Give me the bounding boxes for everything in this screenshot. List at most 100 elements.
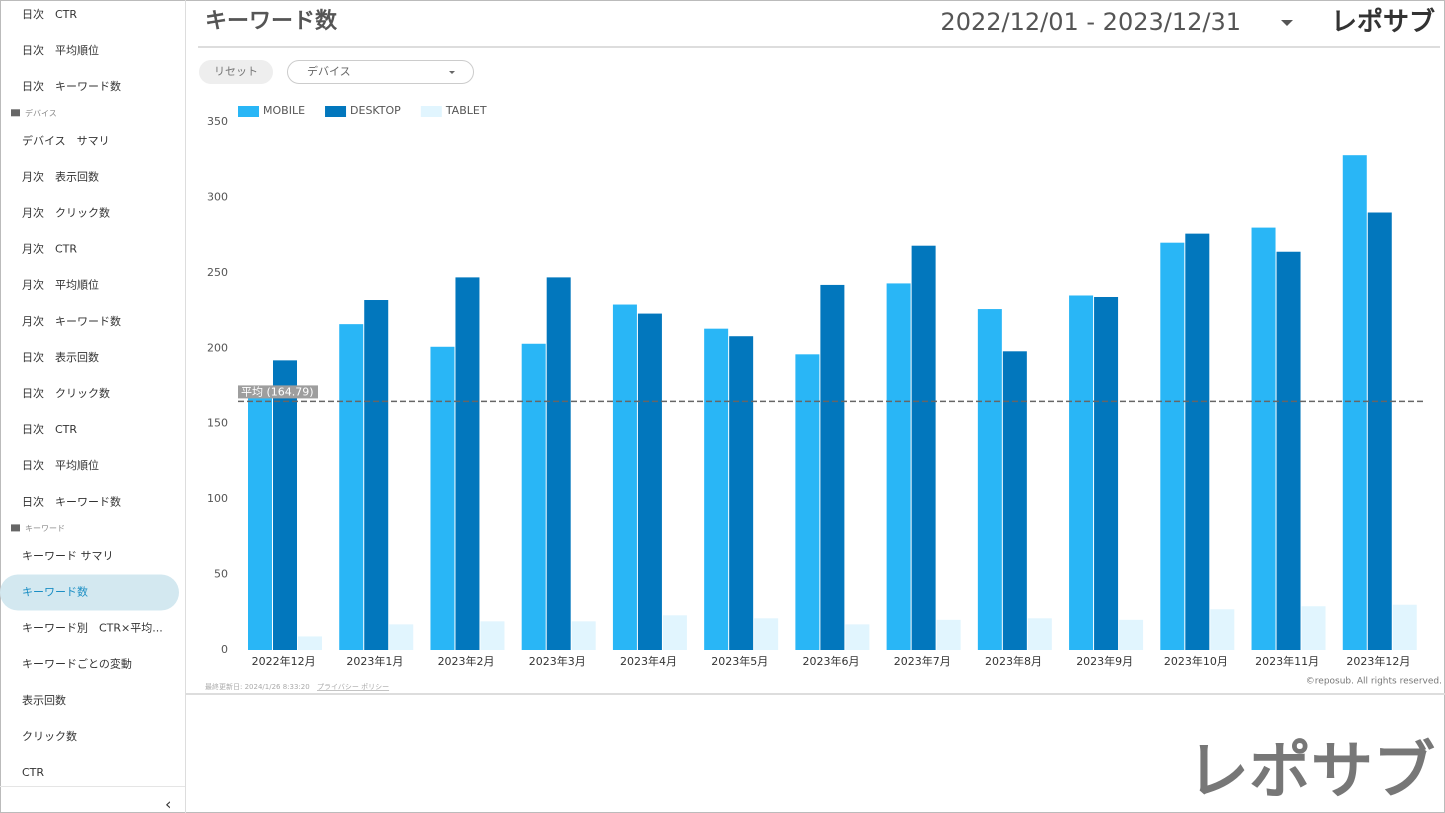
bar	[637, 313, 662, 650]
x-tick-label: 2023年12月	[1346, 654, 1410, 668]
sidebar-item[interactable]: 日次 キーワード数	[22, 494, 121, 508]
y-tick-label: 350	[207, 115, 228, 128]
sidebar-item[interactable]: 日次 CTR	[22, 7, 77, 21]
bar	[455, 277, 480, 650]
bar	[339, 324, 364, 650]
bar	[1027, 618, 1052, 650]
bar	[389, 624, 414, 650]
watermark-logo: レポサブ	[1187, 734, 1435, 807]
section-heading: キーワード	[25, 524, 65, 533]
bar	[1367, 212, 1392, 650]
copyright: ©reposub. All rights reserved.	[1306, 677, 1442, 687]
sidebar-item[interactable]: キーワード数	[22, 586, 88, 599]
legend-swatch[interactable]	[238, 106, 259, 117]
bar	[1069, 295, 1094, 650]
sidebar-item[interactable]: 日次 キーワード数	[22, 79, 121, 93]
section-icon	[11, 524, 20, 532]
bar	[546, 277, 571, 650]
bar	[1094, 296, 1119, 650]
device-dropdown-label[interactable]: デバイス	[307, 64, 351, 78]
sidebar-item[interactable]: 月次 表示回数	[22, 169, 99, 183]
section-heading: デバイス	[25, 108, 57, 118]
date-dropdown-arrow[interactable]	[1281, 20, 1293, 26]
sidebar-item[interactable]: 月次 平均順位	[22, 278, 99, 292]
page-title: キーワード数	[205, 8, 338, 34]
bar	[612, 304, 637, 650]
bar	[1185, 233, 1210, 651]
bar	[273, 360, 297, 650]
x-tick-label: 2023年8月	[985, 654, 1042, 668]
x-tick-label: 2023年5月	[711, 654, 768, 668]
sidebar-item[interactable]: 日次 平均順位	[22, 43, 99, 57]
bar	[729, 336, 754, 650]
sidebar-item[interactable]: デバイス サマリ	[22, 133, 110, 147]
x-tick-label: 2023年1月	[346, 654, 403, 668]
bar	[820, 284, 845, 650]
section-icon	[11, 109, 20, 117]
reset-label[interactable]: リセット	[214, 65, 258, 78]
bar	[1392, 604, 1417, 650]
x-tick-label: 2023年11月	[1255, 654, 1319, 668]
active-item-bg	[0, 574, 179, 611]
updated-text: 最終更新日: 2024/1/26 8:33:20	[205, 682, 310, 691]
sidebar-item[interactable]: 日次 CTR	[22, 422, 77, 436]
sidebar-item[interactable]: キーワードごとの変動	[22, 657, 132, 671]
bar	[364, 300, 389, 650]
average-label-bg	[238, 385, 318, 399]
privacy-link[interactable]: プライバシー ポリシー	[317, 683, 389, 691]
device-dropdown[interactable]	[287, 60, 474, 84]
legend-label[interactable]: TABLET	[445, 104, 487, 117]
bar	[571, 621, 596, 650]
sidebar-item[interactable]: 日次 クリック数	[22, 386, 110, 400]
y-tick-label: 150	[207, 417, 228, 430]
bar	[754, 618, 779, 650]
sidebar-item[interactable]: 月次 キーワード数	[22, 314, 121, 328]
bar	[248, 398, 272, 650]
x-tick-label: 2023年9月	[1076, 654, 1133, 668]
bar	[795, 354, 820, 650]
bar	[521, 343, 546, 650]
bar	[845, 624, 870, 650]
sidebar-item[interactable]: 表示回数	[22, 693, 66, 707]
bar	[704, 328, 729, 650]
y-tick-label: 250	[207, 266, 228, 279]
collapse-button[interactable]: ‹	[165, 795, 171, 813]
y-tick-label: 100	[207, 492, 228, 505]
legend-swatch[interactable]	[420, 106, 442, 117]
bar	[1301, 606, 1326, 650]
average-label: 平均 (164.79)	[241, 385, 314, 398]
bar	[430, 346, 455, 650]
sidebar-item[interactable]: CTR	[22, 766, 44, 779]
bar	[1210, 609, 1235, 650]
legend-label[interactable]: MOBILE	[263, 104, 305, 117]
x-tick-label: 2023年6月	[803, 654, 860, 668]
x-tick-label: 2022年12月	[252, 654, 316, 668]
sidebar-item[interactable]: キーワード サマリ	[22, 549, 114, 562]
sidebar-item[interactable]: 日次 表示回数	[22, 350, 99, 364]
y-tick-label: 200	[207, 341, 228, 354]
x-tick-label: 2023年3月	[529, 654, 586, 668]
sidebar-item[interactable]: 月次 クリック数	[22, 206, 110, 220]
bar	[662, 615, 687, 650]
reset-button[interactable]	[199, 60, 273, 84]
date-range[interactable]: 2022/12/01 - 2023/12/31	[940, 8, 1241, 36]
sidebar-item[interactable]: キーワード別 CTR×平均...	[22, 622, 163, 635]
bar	[886, 283, 911, 650]
sidebar-item[interactable]: クリック数	[22, 730, 77, 743]
bar	[1342, 155, 1367, 650]
bar	[298, 636, 322, 650]
legend-label[interactable]: DESKTOP	[350, 104, 401, 117]
bar	[1276, 251, 1301, 651]
y-tick-label: 0	[221, 643, 228, 656]
legend-swatch[interactable]	[325, 106, 347, 117]
sidebar-item[interactable]: 月次 CTR	[22, 242, 77, 256]
logo: レポサブ	[1331, 7, 1435, 38]
y-tick-label: 300	[207, 190, 228, 203]
sidebar-item[interactable]: 日次 平均順位	[22, 458, 99, 472]
bar	[911, 245, 936, 650]
y-tick-label: 50	[214, 568, 228, 581]
device-dropdown-arrow[interactable]	[449, 71, 455, 74]
x-tick-label: 2023年10月	[1164, 654, 1228, 668]
